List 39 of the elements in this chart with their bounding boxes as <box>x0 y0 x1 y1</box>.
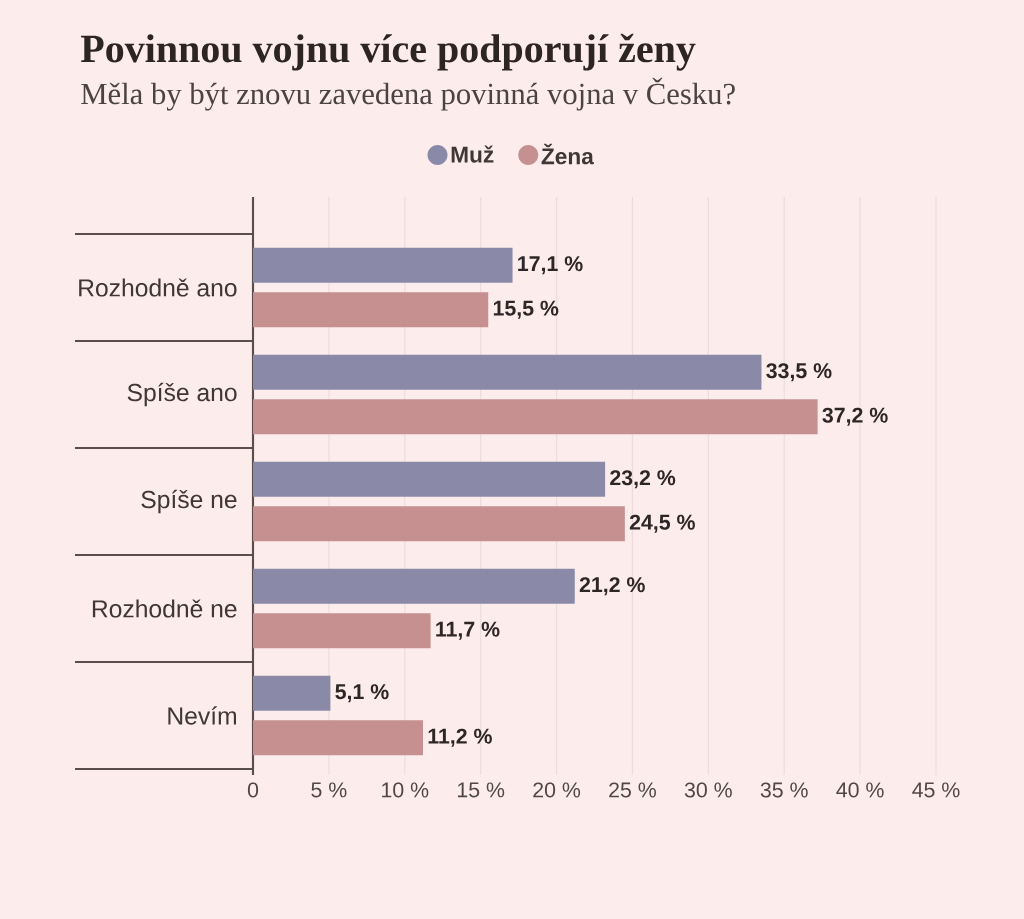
data-label: 33,5 % <box>766 363 832 382</box>
data-label: 11,7 % <box>436 621 500 640</box>
x-tick-label: 30 % <box>684 782 732 798</box>
bar <box>253 675 331 711</box>
bar <box>253 292 489 328</box>
bar <box>253 354 762 390</box>
y-tick-label: Nevím <box>168 706 236 725</box>
bar <box>253 506 625 542</box>
x-tick-label: 25 % <box>609 782 656 798</box>
y-tick-label: Rozhodně ano <box>79 278 237 297</box>
y-tick-label: Spíše ano <box>127 382 237 407</box>
bar <box>253 247 513 283</box>
legend-label: Žena <box>541 143 594 165</box>
data-label: 21,2 % <box>579 577 645 596</box>
x-tick-label: 0 <box>247 782 259 798</box>
data-label: 17,1 % <box>518 256 583 275</box>
data-label: 5,1 % <box>335 684 389 703</box>
bar <box>253 568 575 604</box>
x-tick-label: 10 % <box>382 782 429 798</box>
bar <box>253 461 606 497</box>
legend-label: Muž <box>451 145 494 163</box>
data-label: 15,5 % <box>493 300 559 319</box>
bar <box>253 399 818 435</box>
y-tick-label: Rozhodně ne <box>92 599 237 618</box>
y-tick-label: Spíše ne <box>141 489 237 514</box>
x-tick-label: 15 % <box>457 782 505 798</box>
data-label: 24,5 % <box>629 514 695 533</box>
data-label: 11,2 % <box>428 728 492 747</box>
x-tick-label: 45 % <box>912 782 960 798</box>
bar <box>253 613 431 649</box>
bar <box>253 720 423 756</box>
data-label: 23,2 % <box>610 470 676 489</box>
data-label: 37,2 % <box>822 407 888 426</box>
x-tick-label: 40 % <box>836 782 884 798</box>
x-tick-label: 20 % <box>533 782 581 798</box>
chart-subtitle: Měla by být znovu zavedena povinná vojna v Česku? <box>81 77 735 111</box>
x-tick-label: 5 % <box>311 782 347 798</box>
x-tick-label: 35 % <box>760 782 808 798</box>
chart-title: Povinnou vojnu více podporují ženy <box>80 33 696 71</box>
